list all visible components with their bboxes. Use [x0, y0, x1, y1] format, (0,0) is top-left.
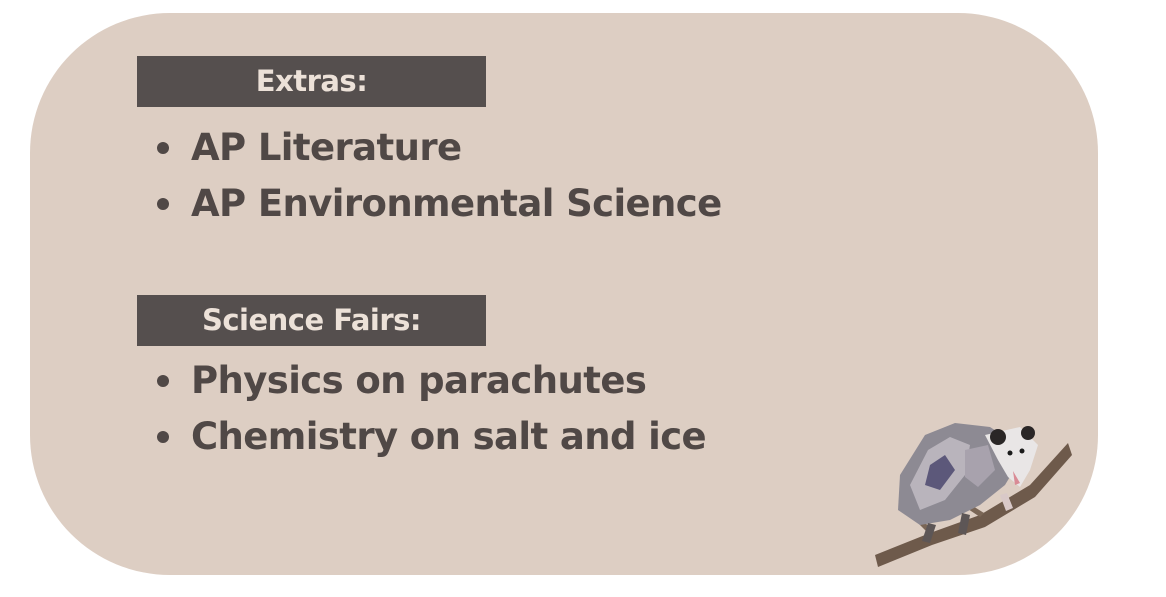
bullet-icon — [157, 431, 169, 443]
extras-list: AP Literature AP Environmental Science — [155, 120, 722, 232]
list-item-label: AP Environmental Science — [191, 182, 722, 225]
science-fairs-header: Science Fairs: — [137, 295, 486, 346]
bullet-icon — [157, 375, 169, 387]
list-item-label: AP Literature — [191, 126, 462, 169]
bullet-icon — [157, 198, 169, 210]
bullet-icon — [157, 142, 169, 154]
list-item: AP Environmental Science — [155, 176, 722, 232]
opossum-icon — [875, 423, 1072, 567]
science-fairs-list: Physics on parachutes Chemistry on salt … — [155, 353, 707, 465]
list-item-label: Physics on parachutes — [191, 359, 647, 402]
list-item: Physics on parachutes — [155, 353, 706, 409]
list-item: AP Literature — [155, 120, 722, 176]
list-item: Chemistry on salt and ice — [155, 409, 707, 465]
extras-header: Extras: — [137, 56, 486, 107]
list-item-label: Chemistry on salt and ice — [191, 415, 707, 458]
